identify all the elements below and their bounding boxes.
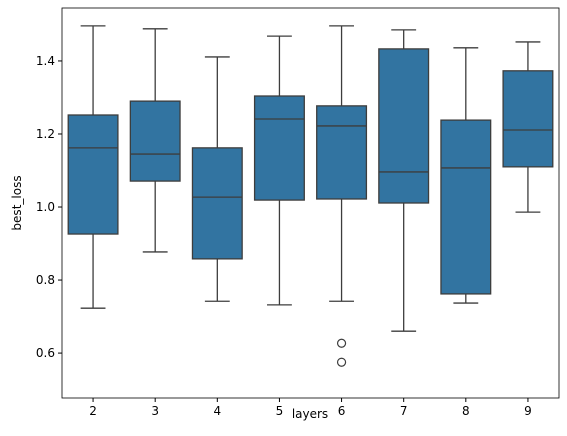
x-tick-label: 5 <box>276 404 284 418</box>
y-tick-label: 0.6 <box>36 346 55 360</box>
box <box>129 100 181 182</box>
x-tick-label: 2 <box>89 404 97 418</box>
x-tick-label: 4 <box>213 404 221 418</box>
y-tick-label: 1.0 <box>36 200 55 214</box>
box <box>316 105 368 200</box>
outlier <box>336 338 347 348</box>
plot-frame <box>61 7 560 399</box>
x-tick-label: 3 <box>151 404 159 418</box>
y-tick-label: 1.4 <box>36 54 55 68</box>
x-tick-label: 7 <box>400 404 408 418</box>
box <box>440 119 492 295</box>
y-tick-label: 0.8 <box>36 273 55 287</box>
box <box>191 147 243 260</box>
box <box>502 70 554 168</box>
x-tick-label: 8 <box>462 404 470 418</box>
box <box>67 114 119 235</box>
outlier <box>336 357 347 367</box>
x-tick-label: 9 <box>524 404 532 418</box>
x-axis-label: layers <box>292 407 328 421</box>
y-axis-label: best_loss <box>10 175 24 230</box>
x-tick-label: 6 <box>338 404 346 418</box>
box <box>253 95 305 201</box>
y-tick-label: 1.2 <box>36 127 55 141</box>
box <box>378 48 430 204</box>
